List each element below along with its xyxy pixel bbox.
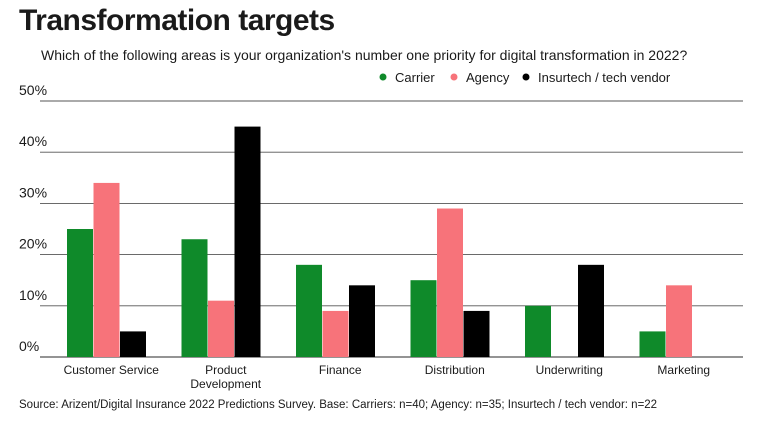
bar-insurtech-tech-vendor xyxy=(463,310,490,357)
bar-agency xyxy=(93,182,120,357)
chart-subtitle: Which of the following areas is your org… xyxy=(41,47,688,63)
x-axis-ticks: Customer Service Product Development Financ… xyxy=(64,363,711,391)
bar-agency xyxy=(208,300,234,357)
legend-swatch xyxy=(450,73,458,81)
bar-agency xyxy=(437,208,463,357)
y-tick-label: 10% xyxy=(19,287,47,303)
bar-insurtech-tech-vendor xyxy=(120,331,146,357)
x-tick-label: Distribution xyxy=(425,363,485,377)
bar-carrier xyxy=(525,305,551,357)
bar-carrier xyxy=(639,331,666,357)
legend-label: Agency xyxy=(466,70,510,85)
x-tick-label: Underwriting xyxy=(536,363,603,377)
legend-swatch xyxy=(379,73,387,81)
y-tick-label: 0% xyxy=(19,338,39,354)
y-tick-label: 40% xyxy=(19,133,47,149)
legend-label: Carrier xyxy=(395,70,435,85)
bar-carrier xyxy=(67,229,93,357)
y-axis-ticks: 0% 10% 20% 30% 40% 50% xyxy=(19,82,47,354)
source-note: Source: Arizent/Digital Insurance 2022 P… xyxy=(19,399,658,411)
chart-title: Transformation targets xyxy=(19,4,335,37)
gridlines xyxy=(40,100,743,358)
x-tick-label: Customer Service xyxy=(64,363,160,377)
bar-agency xyxy=(322,310,349,357)
bar-carrier xyxy=(296,264,322,357)
x-tick-label: Finance xyxy=(319,363,362,377)
bar-insurtech-tech-vendor xyxy=(349,285,375,357)
bar-insurtech-tech-vendor xyxy=(578,264,604,357)
bar-carrier xyxy=(181,239,208,357)
bar-agency xyxy=(666,285,692,357)
x-tick-label: Marketing xyxy=(657,363,710,377)
bar-insurtech-tech-vendor xyxy=(234,126,261,357)
legend-label: Insurtech / tech vendor xyxy=(538,70,671,85)
y-tick-label: 20% xyxy=(19,236,47,252)
y-tick-label: 30% xyxy=(19,184,47,200)
y-tick-label: 50% xyxy=(19,82,47,98)
legend-swatch xyxy=(522,73,530,81)
legend: Carrier Agency Insurtech / tech vendor xyxy=(379,70,671,85)
bar-carrier xyxy=(410,280,437,357)
bars xyxy=(67,126,692,357)
x-tick-label: Product Development xyxy=(190,363,261,391)
